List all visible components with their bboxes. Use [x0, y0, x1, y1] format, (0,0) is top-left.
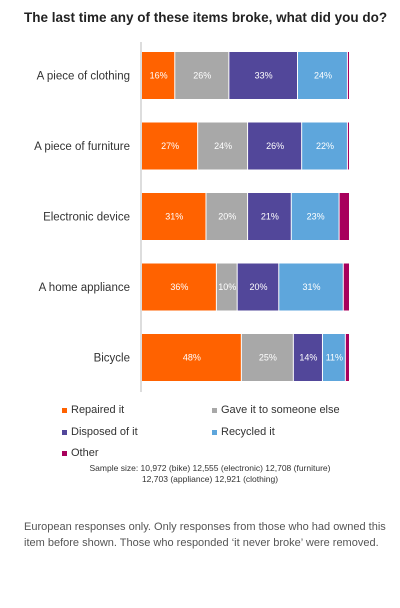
bar-data-label: 20%	[218, 212, 236, 222]
bar-segment	[216, 263, 237, 311]
bar-data-label: 11%	[326, 353, 343, 363]
legend-label: Recycled it	[221, 426, 275, 438]
sample-size-line-1: Sample size: 10,972 (bike) 12,555 (elect…	[89, 463, 331, 473]
bar-segment	[302, 122, 347, 170]
bar-segment	[347, 122, 349, 170]
bar-data-label: 26%	[193, 71, 211, 81]
sample-size-line-2: 12,703 (appliance) 12,921 (clothing)	[141, 474, 279, 484]
bar-data-label: 33%	[255, 71, 273, 81]
legend-label: Gave it to someone else	[221, 404, 340, 416]
bar-data-label: 14%	[299, 353, 317, 363]
bar-data-label: 25%	[259, 353, 277, 363]
bar-segment	[347, 52, 349, 99]
legend-item: Recycled it	[212, 426, 275, 438]
bar-data-label: 10%	[218, 282, 236, 292]
category-label: A home appliance	[39, 282, 130, 294]
bar-data-label: 48%	[183, 353, 201, 363]
stacked-bar-chart: A piece of clothing 16% 26% 33% 24% A piece o…	[34, 42, 349, 392]
bar-segment	[291, 193, 339, 240]
bar-segment	[322, 334, 345, 381]
bar-data-label: 26%	[266, 141, 284, 151]
bar-data-label: 24%	[214, 141, 232, 151]
bar-data-label: 16%	[150, 71, 168, 81]
bar-data-label: 27%	[161, 141, 179, 151]
legend-swatch	[62, 429, 67, 435]
legend-label: Disposed of it	[71, 426, 138, 438]
legend-swatch	[62, 407, 67, 413]
bar-segment	[206, 193, 248, 240]
bar-data-label: 23%	[307, 212, 325, 222]
chart-title: The last time any of these items broke, …	[24, 10, 388, 25]
bar-data-label: 31%	[165, 212, 183, 222]
bar-segment	[142, 52, 175, 99]
bar-segment	[298, 52, 347, 99]
legend-item: Other	[62, 447, 99, 459]
bar-segment	[198, 122, 248, 170]
category-label: Bicycle	[94, 353, 130, 365]
bar-segment	[237, 263, 279, 311]
bar-segment	[293, 334, 322, 381]
bar-data-label: 20%	[249, 282, 267, 292]
category-label: A piece of clothing	[37, 71, 130, 83]
bar-segment	[229, 52, 297, 99]
bar-segment	[142, 334, 241, 381]
legend-swatch	[212, 407, 217, 413]
legend-item: Disposed of it	[62, 426, 138, 438]
bar-segment	[339, 193, 349, 240]
bar-data-label: 31%	[303, 282, 321, 292]
legend-swatch	[212, 429, 217, 435]
bar-data-label: 36%	[170, 282, 188, 292]
bar-segment	[175, 52, 229, 99]
legend-label: Repaired it	[71, 404, 125, 416]
bar-segment	[345, 334, 349, 381]
legend-swatch	[62, 450, 67, 456]
category-label: Electronic device	[43, 212, 130, 224]
sample-size-note: Sample size: 10,972 (bike) 12,555 (elect…	[40, 463, 380, 485]
legend-label: Other	[71, 447, 99, 459]
bar-segment	[248, 193, 291, 240]
bar-segment	[241, 334, 293, 381]
category-label: A piece of furniture	[34, 141, 130, 153]
footnote: European responses only. Only responses …	[24, 521, 386, 549]
legend-item: Repaired it	[62, 404, 124, 416]
bar-data-label: 24%	[314, 71, 332, 81]
bar-segment	[142, 122, 198, 170]
bar-data-label: 22%	[316, 141, 334, 151]
bar-segment	[248, 122, 302, 170]
bar-segment	[343, 263, 349, 311]
bar-segment	[142, 263, 216, 311]
bar-segment	[279, 263, 343, 311]
bar-data-label: 21%	[261, 212, 279, 222]
bar-segment	[142, 193, 206, 240]
legend-item: Gave it to someone else	[212, 404, 340, 416]
